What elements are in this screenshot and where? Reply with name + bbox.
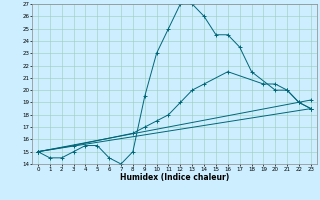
X-axis label: Humidex (Indice chaleur): Humidex (Indice chaleur) bbox=[120, 173, 229, 182]
